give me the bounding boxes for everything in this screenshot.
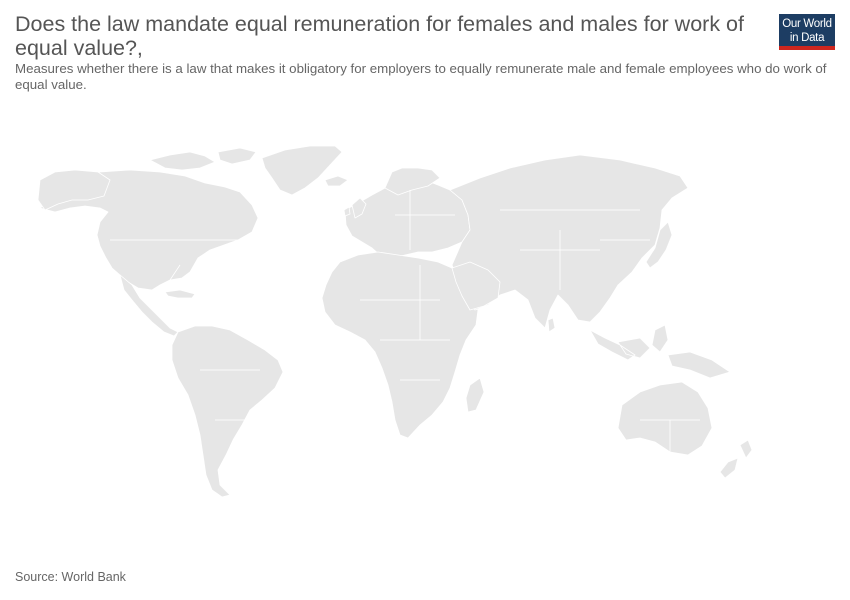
southeast-asia-islands[interactable]: [589, 324, 731, 379]
north-america-landmass[interactable]: [39, 169, 259, 291]
japan-landmass[interactable]: [645, 221, 673, 269]
arabian-peninsula-landmass[interactable]: [451, 261, 501, 311]
new-zealand-landmass[interactable]: [719, 439, 753, 479]
logo-line-1: Our World: [782, 18, 832, 30]
madagascar-landmass[interactable]: [465, 377, 485, 413]
cuba-landmass[interactable]: [164, 289, 196, 299]
greenland-landmass[interactable]: [261, 145, 343, 196]
source-note: Source: World Bank: [15, 570, 126, 584]
iceland-landmass[interactable]: [324, 175, 349, 187]
africa-landmass[interactable]: [321, 251, 479, 439]
logo-line-2: in Data: [789, 32, 825, 44]
australia-landmass[interactable]: [617, 381, 713, 456]
uk-ireland-landmass[interactable]: [343, 197, 367, 219]
south-america-landmass[interactable]: [171, 325, 284, 498]
owid-logo[interactable]: Our World in Data: [779, 14, 835, 50]
alaska-landmass[interactable]: [37, 169, 111, 211]
sri-lanka-landmass[interactable]: [547, 317, 556, 333]
scandinavia-landmass[interactable]: [384, 167, 441, 196]
logo-accent-bar: [779, 46, 835, 50]
central-america-landmass[interactable]: [119, 274, 179, 337]
canadian-arctic-islands[interactable]: [149, 147, 257, 171]
chart-title: Does the law mandate equal remuneration …: [15, 12, 744, 60]
chart-subtitle: Measures whether there is a law that mak…: [15, 61, 827, 92]
country-borders: [110, 190, 700, 452]
